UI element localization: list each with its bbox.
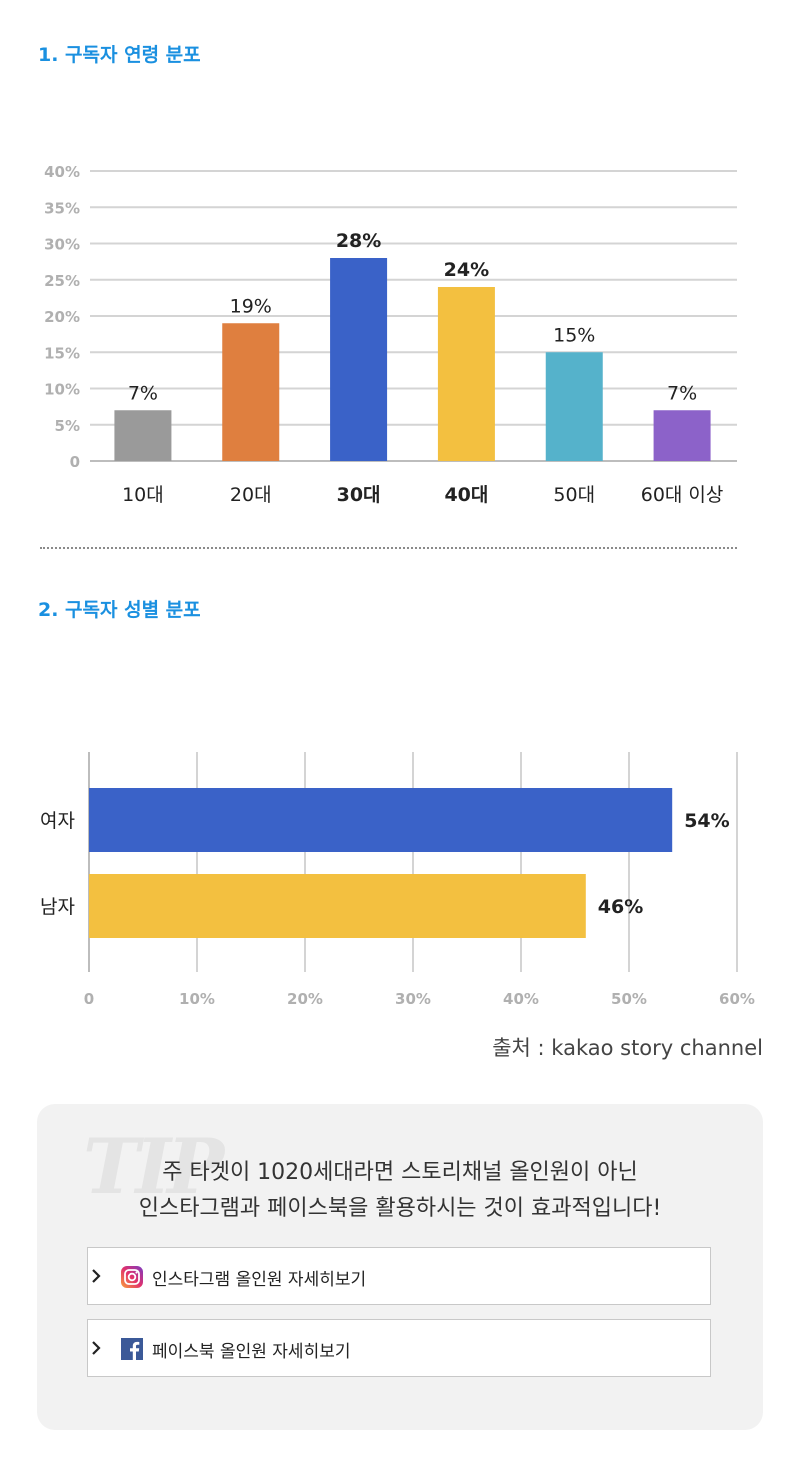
y-tick-label: 35% xyxy=(44,199,80,217)
y-tick-label: 20% xyxy=(44,308,80,326)
y-tick-label: 0 xyxy=(70,453,80,471)
bar xyxy=(114,410,172,461)
section-divider xyxy=(40,547,737,549)
tip-text-line1: 주 타겟이 1020세대라면 스토리채널 올인원이 아닌 xyxy=(162,1160,638,1185)
tip-box: TIP 주 타겟이 1020세대라면 스토리채널 올인원이 아닌 인스타그램과 … xyxy=(37,1104,763,1430)
bar xyxy=(89,874,586,938)
chevron-right-icon xyxy=(92,1341,101,1355)
bar xyxy=(437,287,495,461)
x-tick-label: 10% xyxy=(179,990,215,1008)
x-tick-label: 30% xyxy=(395,990,431,1008)
bar-value-label: 28% xyxy=(336,230,381,252)
source-caption: 출처 : kakao story channel xyxy=(492,1036,763,1060)
facebook-button-label: 페이스북 올인원 자세히보기 xyxy=(152,1342,351,1362)
y-tick-label: 15% xyxy=(44,344,80,362)
bar-value-label: 54% xyxy=(684,810,729,832)
bar-value-label: 46% xyxy=(598,896,643,918)
y-tick-label: 5% xyxy=(55,417,80,435)
bar xyxy=(89,788,673,852)
bar xyxy=(222,323,280,461)
x-tick-label: 60% xyxy=(719,990,755,1008)
bar-value-label: 19% xyxy=(230,295,272,317)
y-category-label: 여자 xyxy=(40,810,75,832)
x-tick-label: 40% xyxy=(503,990,539,1008)
x-category-label: 60대 이상 xyxy=(641,484,724,506)
x-tick-label: 0 xyxy=(84,990,94,1008)
y-tick-label: 10% xyxy=(44,381,80,399)
y-tick-label: 40% xyxy=(44,163,80,181)
age-distribution-chart: 0 5% 10% 15% 20% 25% 30% 35% 40% 7% 10대 19% 20대 28% 30… xyxy=(44,163,737,506)
x-category-label: 30대 xyxy=(337,484,381,506)
age-section-title: 1. 구독자 연령 분포 xyxy=(38,44,201,66)
bar-value-label: 24% xyxy=(444,259,489,281)
instagram-icon xyxy=(121,1266,143,1288)
chevron-right-icon xyxy=(92,1269,101,1283)
x-category-label: 20대 xyxy=(230,484,272,506)
facebook-icon xyxy=(121,1338,143,1360)
bar xyxy=(330,258,388,461)
x-tick-label: 20% xyxy=(287,990,323,1008)
x-tick-label: 50% xyxy=(611,990,647,1008)
instagram-button-label: 인스타그램 올인원 자세히보기 xyxy=(152,1270,367,1290)
x-category-label: 40대 xyxy=(444,484,488,506)
tip-text-line2: 인스타그램과 페이스북을 활용하시는 것이 효과적입니다! xyxy=(138,1196,662,1221)
bar-value-label: 7% xyxy=(667,382,697,404)
bar xyxy=(545,352,603,461)
bar-value-label: 7% xyxy=(128,382,158,404)
y-category-label: 남자 xyxy=(40,896,75,918)
instagram-allinone-button[interactable]: 인스타그램 올인원 자세히보기 xyxy=(87,1247,711,1305)
gender-distribution-chart: 0 10% 20% 30% 40% 50% 60% 여자 54% 남자 46% xyxy=(40,752,755,1008)
gender-section-title: 2. 구독자 성별 분포 xyxy=(38,599,201,621)
facebook-allinone-button[interactable]: 페이스북 올인원 자세히보기 xyxy=(87,1319,711,1377)
y-tick-label: 30% xyxy=(44,236,80,254)
bar-value-label: 15% xyxy=(553,324,595,346)
tip-watermark: TIP xyxy=(83,1122,224,1211)
x-category-label: 50대 xyxy=(553,484,595,506)
bar xyxy=(653,410,711,461)
y-tick-label: 25% xyxy=(44,272,80,290)
x-category-label: 10대 xyxy=(122,484,164,506)
